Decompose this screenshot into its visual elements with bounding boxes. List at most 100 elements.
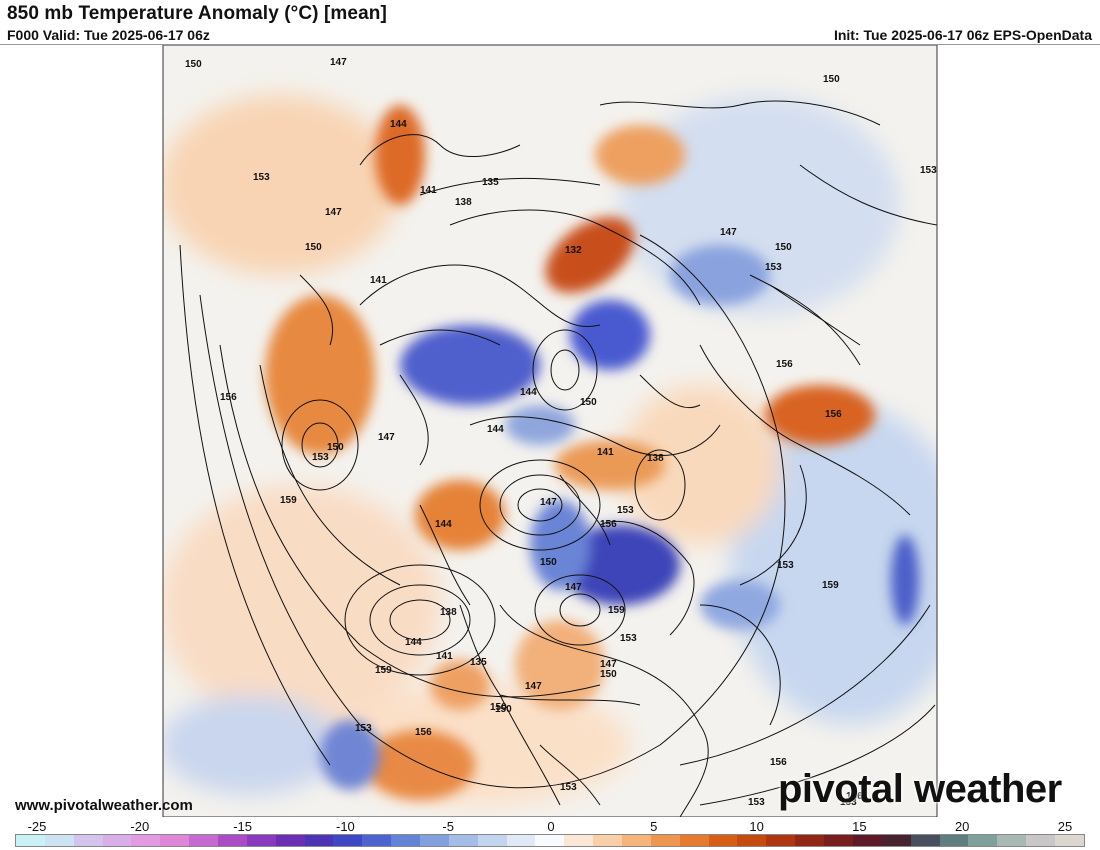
colorbar-tick-labels: -25 -20 -15 -10 -5 0 5 10 15 20 25 [15, 819, 1085, 834]
colorbar-tick-label: 5 [650, 819, 658, 834]
contour-label: 132 [565, 245, 582, 256]
anomaly-shading [163, 95, 937, 805]
colorbar-tick-label: -20 [130, 819, 150, 834]
colorbar-swatch [16, 835, 45, 846]
colorbar-swatch [737, 835, 767, 846]
colorbar-swatch [420, 835, 449, 846]
contour-label: 153 [920, 165, 937, 176]
colorbar-swatch [189, 835, 219, 846]
contour-label: 150 [305, 242, 322, 253]
colorbar-swatch [881, 835, 911, 846]
colorbar-swatch [824, 835, 853, 846]
contour-label: 141 [420, 185, 437, 196]
contour-label: 159 [822, 580, 839, 591]
contour-label: 150 [327, 442, 344, 453]
colorbar-tick-label: 0 [547, 819, 555, 834]
colorbar-swatch [391, 835, 421, 846]
contour-label: 153 [777, 560, 794, 571]
contour-label: 150 [185, 59, 202, 70]
map-canvas[interactable]: 150 1471441411381351321441471501531561591… [0, 45, 1100, 817]
colorbar-swatch [477, 835, 507, 846]
colorbar-tick-label: 25 [1057, 819, 1073, 834]
contour-label: 144 [405, 637, 422, 648]
contour-label: 156 [220, 392, 237, 403]
contour-label: 153 [840, 797, 857, 808]
contour-label: 147 [565, 582, 582, 593]
contour-label: 153 [748, 797, 765, 808]
colorbar-swatch [131, 835, 161, 846]
contour-label: 138 [440, 607, 457, 618]
contour-label: 159 [280, 495, 297, 506]
contour-labels: 150 1471441411381351321441471501531561591… [185, 57, 937, 808]
contour-label: 147 [525, 681, 542, 692]
colorbar-swatch [506, 835, 536, 846]
colorbar-swatch [939, 835, 969, 846]
contour-label: 150 [490, 702, 507, 713]
contour-label: 150 [495, 704, 512, 715]
colorbar-tick-label: -25 [27, 819, 47, 834]
contour-label: 153 [312, 452, 329, 463]
contour-label: 156 [776, 359, 793, 370]
contour-label: 153 [560, 782, 577, 793]
contour-label: 147 [330, 57, 347, 68]
anomaly-map[interactable]: 150 147 144 141 138 135 132 144 147 150 153 156 159 1… [0, 45, 1100, 817]
height-contours [179, 164, 937, 806]
contour-label: 150 [775, 242, 792, 253]
contour-label: 156 [415, 727, 432, 738]
colorbar-swatch [1026, 835, 1055, 846]
colorbar-tick-label: 20 [954, 819, 970, 834]
contour-label: 153 [617, 505, 634, 516]
contour-label: 150 [580, 397, 597, 408]
contour-label: 156 [770, 757, 787, 768]
colorbar-swatch [564, 835, 594, 846]
website-label: www.pivotalweather.com [15, 797, 193, 814]
colorbar-swatch [218, 835, 247, 846]
colorbar-tick-label: -5 [442, 819, 454, 834]
contour-label: 153 [620, 633, 637, 644]
coastlines [299, 100, 911, 817]
contour-label: 156 [846, 791, 863, 802]
pivotal-weather-logo: pivotal weather [778, 767, 1062, 811]
colorbar-swatch [852, 835, 882, 846]
contour-label: 147 [600, 659, 617, 670]
colorbar-swatch [650, 835, 680, 846]
colorbar-swatch [997, 835, 1027, 846]
contour-label: 150 [823, 74, 840, 85]
contour-label: 141 [436, 651, 453, 662]
colorbar-swatch [448, 835, 478, 846]
contour-label: 159 [608, 605, 625, 616]
contour-label: 147 [325, 207, 342, 218]
valid-time: F000 Valid: Tue 2025-06-17 06z [7, 27, 210, 43]
contour-label: 159 [375, 665, 392, 676]
colorbar-swatch [362, 835, 392, 846]
contour-label: 138 [455, 197, 472, 208]
contour-label: 153 [765, 262, 782, 273]
colorbar-swatch [1054, 835, 1084, 846]
chart-title: 850 mb Temperature Anomaly (°C) [mean] [7, 3, 387, 24]
colorbar-swatch [275, 835, 305, 846]
contour-label: 150 [600, 669, 617, 680]
contour-label: 147 [378, 432, 395, 443]
contour-label: 147 [540, 497, 557, 508]
colorbar-tick-label: -10 [335, 819, 355, 834]
colorbar-swatch [708, 835, 738, 846]
contour-label: 153 [253, 172, 270, 183]
init-time: Init: Tue 2025-06-17 06z EPS-OpenData [833, 27, 1092, 43]
colorbar-tick-label: 15 [852, 819, 867, 834]
colorbar-swatch [246, 835, 276, 846]
contour-label: 135 [482, 177, 499, 188]
map-border [162, 45, 938, 817]
contour-label: 141 [597, 447, 614, 458]
contour-label: 144 [520, 387, 537, 398]
colorbar-swatch [968, 835, 998, 846]
colorbar: -25 -20 -15 -10 -5 0 5 10 15 20 25 [15, 819, 1085, 847]
colorbar-swatch [795, 835, 825, 846]
contour-label: 135 [470, 657, 487, 668]
colorbar-swatch [333, 835, 363, 846]
contour-label: 156 [825, 409, 842, 420]
colorbar-tick-label: 10 [749, 819, 764, 834]
colorbar-swatch [766, 835, 796, 846]
contour-label: 150 [540, 557, 557, 568]
colorbar-swatch [535, 835, 565, 846]
colorbar-swatch [102, 835, 132, 846]
